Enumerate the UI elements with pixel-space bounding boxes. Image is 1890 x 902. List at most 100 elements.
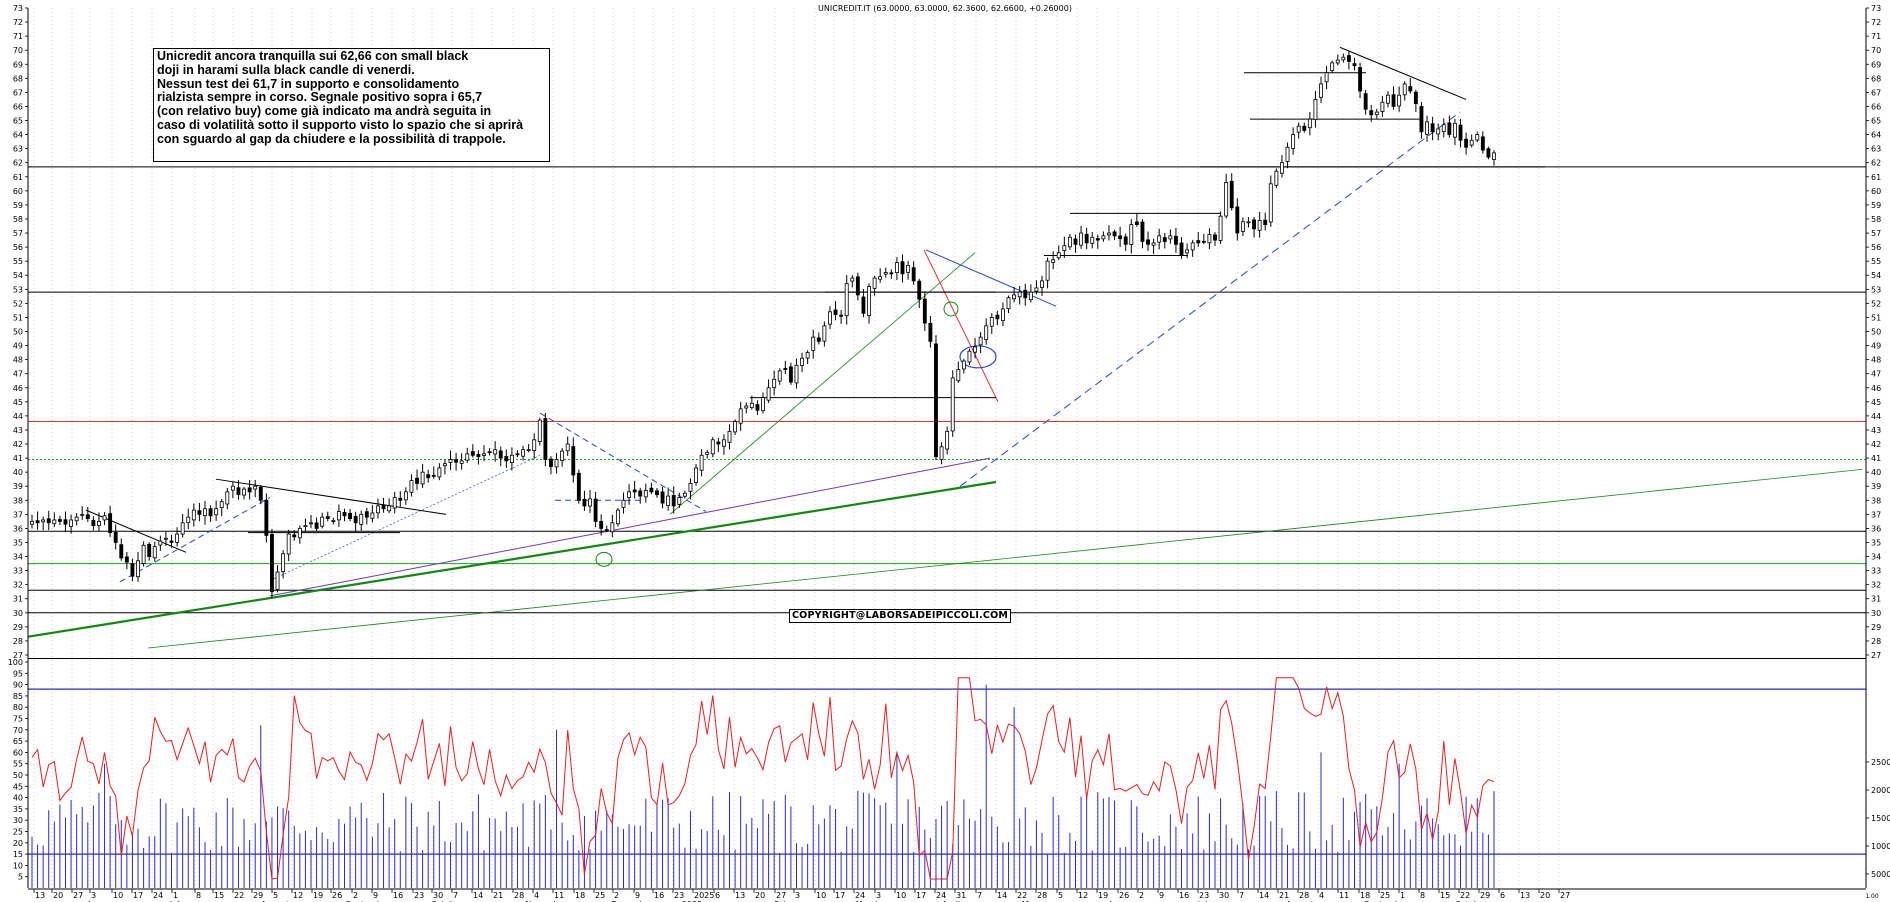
candle-body [1380, 101, 1385, 112]
x-day-label: 7 [453, 891, 458, 900]
copyright-label: COPYRIGHT@LABORSADEIPICCOLI.COM [789, 609, 1012, 623]
x-day-label: 10 [816, 891, 826, 900]
candle-body [498, 450, 503, 459]
osc-tick-label: 15 [13, 850, 23, 859]
candle-body [889, 272, 894, 275]
osc-tick-label: 65 [13, 737, 23, 746]
oscillator-line [31, 677, 1495, 880]
price-tick-label-right: 30 [1871, 609, 1881, 618]
candle-body [945, 430, 950, 450]
price-tick-label-left: 46 [13, 384, 23, 393]
price-tick-label-left: 72 [13, 18, 23, 27]
price-tick-label-left: 36 [13, 524, 23, 533]
candle-body [1408, 86, 1413, 92]
green-circle-marker [943, 301, 959, 317]
x-day-label: 6 [1500, 891, 1505, 900]
candle-body [1397, 94, 1402, 107]
x-day-label: 24 [855, 891, 865, 900]
candle-body [163, 537, 168, 540]
candle-body [1257, 219, 1262, 231]
candle-body [666, 495, 671, 507]
candle-body [482, 453, 486, 456]
x-day-label: 11 [554, 891, 564, 900]
price-tick-label-left: 59 [13, 201, 23, 210]
price-tick-label-left: 50 [13, 328, 23, 337]
candle-body [543, 418, 548, 460]
price-tick-label-left: 56 [13, 243, 23, 252]
candle-body [1196, 240, 1201, 244]
candle-body [694, 467, 698, 483]
price-tick-label-left: 49 [13, 342, 23, 351]
price-tick-label-left: 28 [13, 637, 23, 646]
volume-tick-label: 20000 [1871, 786, 1890, 795]
candle-body [230, 485, 235, 491]
x-day-label: 17 [133, 891, 143, 900]
price-tick-label-left: 63 [13, 145, 23, 154]
x-day-label: 22 [1460, 891, 1470, 900]
x-month-label: August [261, 900, 289, 902]
price-tick-label-right: 72 [1871, 18, 1881, 27]
price-tick-label-left: 66 [13, 102, 23, 111]
x-day-label: 12 [293, 891, 303, 900]
x-day-label: 8 [1420, 891, 1425, 900]
candle-body [91, 520, 96, 526]
candle-body [1458, 124, 1463, 141]
x-day-label: 14 [997, 891, 1007, 900]
candle-body [253, 485, 258, 490]
annotation-line: con sguardo al gap da chiudere e la poss… [157, 131, 506, 146]
annotation-box: Unicredit ancora tranquilla sui 62,66 co… [153, 48, 550, 162]
candle-body [883, 272, 888, 275]
price-tick-label-right: 46 [1871, 384, 1881, 393]
x-day-label: 19 [313, 891, 323, 900]
price-tick-label-right: 54 [1871, 271, 1881, 280]
thin-green-trendline [669, 252, 976, 515]
candle-body [370, 512, 375, 519]
osc-tick-label: 70 [13, 726, 23, 735]
annotation-line: Unicredit ancora tranquilla sui 62,66 co… [157, 49, 469, 63]
x-month-label: 2025 [682, 900, 702, 902]
x-day-label: 9 [635, 891, 640, 900]
x-day-label: 21 [1279, 891, 1289, 900]
x-day-label: 5 [1058, 891, 1063, 900]
candle-body [855, 276, 860, 296]
volume-tick-label: 5000 [1871, 870, 1890, 879]
candle-body [1023, 289, 1028, 299]
blue-circle-marker [959, 345, 997, 369]
x-day-label: 15 [1440, 891, 1450, 900]
candle-body [621, 499, 626, 508]
candle-body [1240, 221, 1245, 232]
price-tick-label-left: 47 [13, 370, 23, 379]
candle-body [124, 556, 129, 563]
x-month-label: February [774, 900, 810, 902]
osc-tick-label: 45 [13, 782, 23, 791]
x-day-label: 18 [1360, 891, 1370, 900]
candle-body [638, 490, 643, 497]
candle-body [108, 513, 113, 534]
price-tick-label-right: 67 [1871, 88, 1881, 97]
x-day-label: 2 [1139, 891, 1144, 900]
candle-body [1263, 219, 1268, 226]
candle-body [615, 509, 620, 525]
x-day-label: 27 [73, 891, 83, 900]
price-tick-label-left: 70 [13, 46, 23, 55]
x-day-label: 16 [393, 891, 403, 900]
candle-body [314, 522, 319, 529]
x-day-label: 18 [575, 891, 585, 900]
candle-body [52, 519, 57, 525]
candle-body [1280, 162, 1284, 174]
candle-body [1302, 125, 1307, 131]
candle-body [97, 520, 101, 526]
candle-body [1056, 252, 1061, 259]
candle-body [1419, 105, 1424, 133]
candle-body [175, 533, 180, 543]
candle-body [487, 451, 492, 454]
candle-body [1224, 182, 1229, 217]
x-day-label: 13 [735, 891, 745, 900]
x-day-label: 28 [1037, 891, 1047, 900]
price-tick-label-right: 52 [1871, 299, 1881, 308]
candle-layer [30, 51, 1496, 599]
x-day-label: 6 [715, 891, 720, 900]
x-day-label: 26 [1119, 891, 1129, 900]
